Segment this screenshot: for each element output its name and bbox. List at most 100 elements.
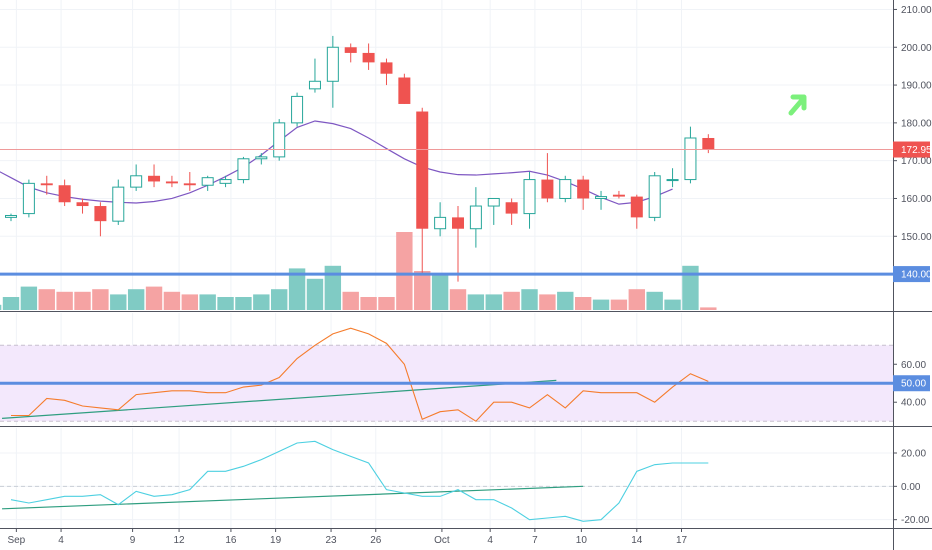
candle bbox=[541, 153, 554, 203]
price-tick-label: 160.00 bbox=[901, 194, 932, 205]
candle bbox=[344, 43, 357, 63]
volume-bar bbox=[38, 289, 55, 310]
candle-body bbox=[702, 137, 715, 150]
volume-bar bbox=[2, 297, 20, 310]
candle bbox=[595, 190, 608, 210]
volume-bar bbox=[163, 291, 181, 310]
volume-bar bbox=[646, 291, 663, 310]
volume-bar bbox=[539, 294, 556, 310]
candle bbox=[183, 172, 196, 191]
volume-bar bbox=[74, 291, 91, 310]
volume-bar bbox=[378, 297, 395, 310]
volume-bar bbox=[700, 307, 717, 310]
sma-line bbox=[0, 120, 673, 205]
candle-body bbox=[666, 179, 679, 182]
candle-body bbox=[112, 186, 125, 222]
candle bbox=[416, 107, 429, 275]
volume-bar bbox=[467, 294, 485, 310]
volume-bar bbox=[110, 294, 127, 310]
candle-body bbox=[201, 177, 214, 186]
volume-bar bbox=[360, 297, 377, 310]
volume-bar bbox=[324, 265, 342, 310]
time-axis-bg bbox=[0, 528, 932, 550]
candle-body bbox=[76, 202, 89, 207]
candle-body bbox=[255, 156, 268, 160]
volume-bar bbox=[503, 291, 520, 310]
candle bbox=[112, 179, 125, 225]
candle-body bbox=[165, 181, 178, 184]
osc-series-line bbox=[10, 440, 709, 522]
volume-bar bbox=[682, 265, 699, 310]
volume-bar bbox=[485, 294, 502, 310]
candle bbox=[22, 179, 35, 218]
volume-bar bbox=[288, 268, 306, 310]
axis-labels: 150.00160.00170.00180.00190.00200.00210.… bbox=[7, 5, 932, 546]
rsi-tick-label: 60.00 bbox=[901, 360, 926, 371]
candle bbox=[398, 73, 411, 104]
candle bbox=[58, 179, 71, 207]
candle-body bbox=[630, 196, 643, 218]
candle-body bbox=[219, 179, 232, 184]
candle bbox=[273, 119, 286, 161]
candle bbox=[648, 172, 661, 222]
candle-body bbox=[398, 77, 411, 104]
candle bbox=[76, 198, 89, 214]
oscillator-panel bbox=[0, 440, 893, 522]
candle-body bbox=[487, 197, 500, 207]
x-tick-label: 14 bbox=[631, 535, 643, 546]
price-tick-label: 170.00 bbox=[901, 156, 932, 167]
osc-tick-label: 20.00 bbox=[901, 449, 926, 460]
candle-body bbox=[380, 62, 393, 74]
candle-body bbox=[22, 182, 35, 215]
candle-body bbox=[505, 202, 518, 214]
candle bbox=[469, 187, 482, 248]
volume-bar bbox=[574, 297, 592, 310]
rsi-series-line bbox=[11, 327, 709, 422]
candle-body bbox=[612, 194, 625, 197]
candle-body bbox=[291, 95, 304, 124]
volume-bar bbox=[628, 289, 645, 310]
volume-bar bbox=[127, 289, 145, 310]
price-tick-label: 210.00 bbox=[901, 5, 932, 16]
rsi-tick-label: 40.00 bbox=[901, 398, 926, 409]
candle bbox=[94, 202, 107, 237]
candle bbox=[434, 202, 447, 237]
arrow-annotation bbox=[788, 94, 807, 116]
current-price-label: 172.95 bbox=[901, 145, 932, 156]
volume-bars bbox=[0, 232, 717, 310]
candle-body bbox=[183, 183, 196, 186]
volume-bar bbox=[0, 304, 2, 310]
volume-bar bbox=[342, 291, 359, 310]
candle bbox=[577, 175, 590, 210]
volume-bar bbox=[414, 271, 431, 310]
candle bbox=[452, 206, 464, 282]
x-tick-label: 7 bbox=[532, 535, 538, 546]
candle bbox=[308, 58, 321, 93]
candle-body bbox=[344, 47, 357, 53]
volume-bar bbox=[664, 299, 681, 310]
price-tick-label: 200.00 bbox=[901, 43, 932, 54]
x-tick-label: 4 bbox=[487, 535, 493, 546]
sma-series-line bbox=[0, 120, 673, 205]
candle bbox=[40, 175, 53, 195]
volume-bar bbox=[431, 273, 449, 310]
osc-tick-label: 0.00 bbox=[901, 482, 921, 493]
candle bbox=[255, 153, 268, 165]
volume-bar bbox=[557, 291, 574, 310]
volume-bar bbox=[306, 278, 324, 310]
candle-body bbox=[684, 137, 697, 181]
osc-trendline bbox=[2, 485, 584, 510]
x-tick-label: 26 bbox=[370, 535, 382, 546]
candle bbox=[612, 190, 625, 199]
volume-bar bbox=[56, 291, 73, 310]
candle bbox=[291, 92, 304, 127]
x-tick-label: 4 bbox=[58, 535, 64, 546]
candle-body bbox=[452, 217, 464, 229]
candle bbox=[326, 35, 339, 108]
up-arrow bbox=[788, 94, 807, 116]
volume-bar bbox=[199, 294, 216, 310]
candle bbox=[505, 198, 518, 225]
candle-body bbox=[648, 175, 661, 218]
candle-body bbox=[469, 205, 482, 230]
candle bbox=[148, 164, 161, 188]
